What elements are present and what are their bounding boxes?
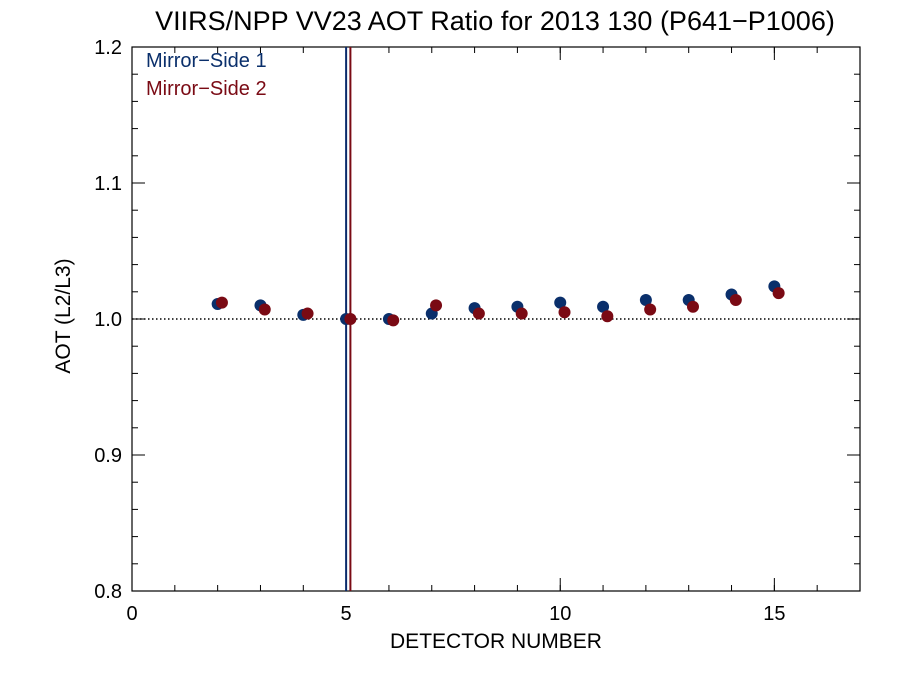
series-2-point bbox=[601, 310, 614, 323]
series-2-point bbox=[729, 293, 742, 306]
legend-entry-mirror-side-1: Mirror−Side 1 bbox=[146, 50, 267, 72]
legend-entry-mirror-side-2: Mirror−Side 2 bbox=[146, 78, 267, 100]
x-axis-label: DETECTOR NUMBER bbox=[390, 630, 602, 653]
series-2-point bbox=[515, 307, 528, 320]
y-tick-label: 1.0 bbox=[94, 309, 122, 331]
y-tick-label: 1.1 bbox=[94, 173, 122, 195]
y-tick-label: 1.2 bbox=[94, 37, 122, 59]
series-2-point bbox=[430, 299, 443, 312]
x-tick-label: 15 bbox=[763, 603, 785, 625]
plot-area: 0 5 10 15 0.8 0.9 1.0 1.1 1.2 bbox=[94, 37, 861, 625]
series-1-point bbox=[597, 300, 610, 313]
x-tick-label: 10 bbox=[549, 603, 571, 625]
x-tick-label: 5 bbox=[341, 603, 352, 625]
series-2-point bbox=[215, 296, 228, 309]
series-2-point bbox=[387, 314, 400, 327]
series-2-point bbox=[301, 307, 314, 320]
series-1-point bbox=[639, 293, 652, 306]
series-2-point bbox=[344, 313, 357, 325]
y-tick-label: 0.8 bbox=[94, 581, 122, 603]
y-axis-label: AOT (L2/L3) bbox=[52, 258, 75, 373]
series-2-point bbox=[258, 303, 271, 316]
series-2-point bbox=[558, 306, 571, 319]
series-2-point bbox=[772, 287, 785, 300]
y-tick-label: 0.9 bbox=[94, 445, 122, 467]
series-1-point bbox=[554, 296, 567, 309]
series-2-point bbox=[472, 307, 485, 320]
series-2-point bbox=[644, 303, 657, 316]
chart-title: VIIRS/NPP VV23 AOT Ratio for 2013 130 (P… bbox=[155, 6, 835, 36]
x-tick-label: 0 bbox=[126, 603, 137, 625]
series-2-point bbox=[686, 300, 699, 313]
